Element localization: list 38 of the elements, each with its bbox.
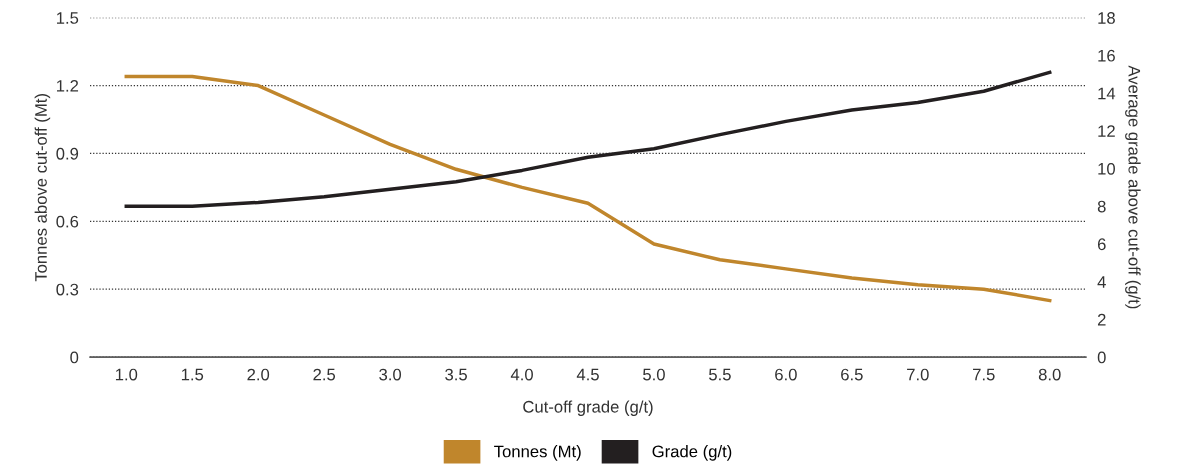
y2-tick-label: 14: [1098, 87, 1116, 100]
y2-tick-label: 10: [1098, 162, 1115, 175]
y-tick-label: 1.5: [56, 12, 79, 24]
y2-tick-label: 18: [1098, 12, 1115, 24]
x-tick-label: 3.5: [445, 368, 467, 381]
y-axis-title: Tonnes above cut-off (Mt): [34, 94, 51, 282]
y2-tick-label: 4: [1097, 276, 1106, 288]
y2-axis-title: Average grade above cut-off (g/t): [1125, 65, 1141, 309]
x-tick-label: 3.0: [379, 368, 402, 381]
x-axis-title: Cut-off grade (g/t): [523, 400, 653, 416]
y2-tick-label: 12: [1098, 125, 1115, 137]
line-series: [124, 74, 1052, 303]
x-tick-label: 5.5: [709, 368, 731, 381]
x-tick-label: 6.0: [775, 368, 797, 381]
y-tick-label: 0.6: [56, 215, 79, 228]
y2-tick-label: 8: [1097, 200, 1106, 213]
y-tick-label: 0.3: [56, 283, 79, 296]
x-tick-label: 6.5: [841, 368, 863, 381]
x-tick-label: 7.0: [907, 368, 929, 381]
x-tick-label: 5.0: [643, 368, 665, 381]
x-tick-label: 4.5: [576, 368, 599, 381]
line-series: [124, 70, 1052, 208]
y2-tick-label: 6: [1097, 238, 1106, 251]
y-tick-label: 0.9: [56, 147, 79, 160]
x-tick-label: 1.5: [181, 368, 204, 381]
x-tick-label: 2.0: [247, 368, 270, 381]
x-tick-label: 4.0: [510, 368, 533, 381]
y-tick-label: 1.2: [56, 79, 79, 92]
y-tick-label: 0: [70, 351, 79, 364]
x-tick-label: 8.0: [1038, 368, 1061, 381]
x-tick-label: 1.0: [115, 368, 138, 381]
y2-tick-label: 16: [1098, 49, 1115, 62]
legend-label: Tonnes (Mt): [494, 445, 581, 461]
x-tick-label: 7.5: [973, 368, 995, 381]
x-tick-label: 2.5: [313, 368, 336, 381]
y2-tick-label: 2: [1097, 313, 1106, 326]
y2-tick-label: 0: [1097, 351, 1106, 364]
legend-label: Grade (g/t): [652, 445, 732, 461]
